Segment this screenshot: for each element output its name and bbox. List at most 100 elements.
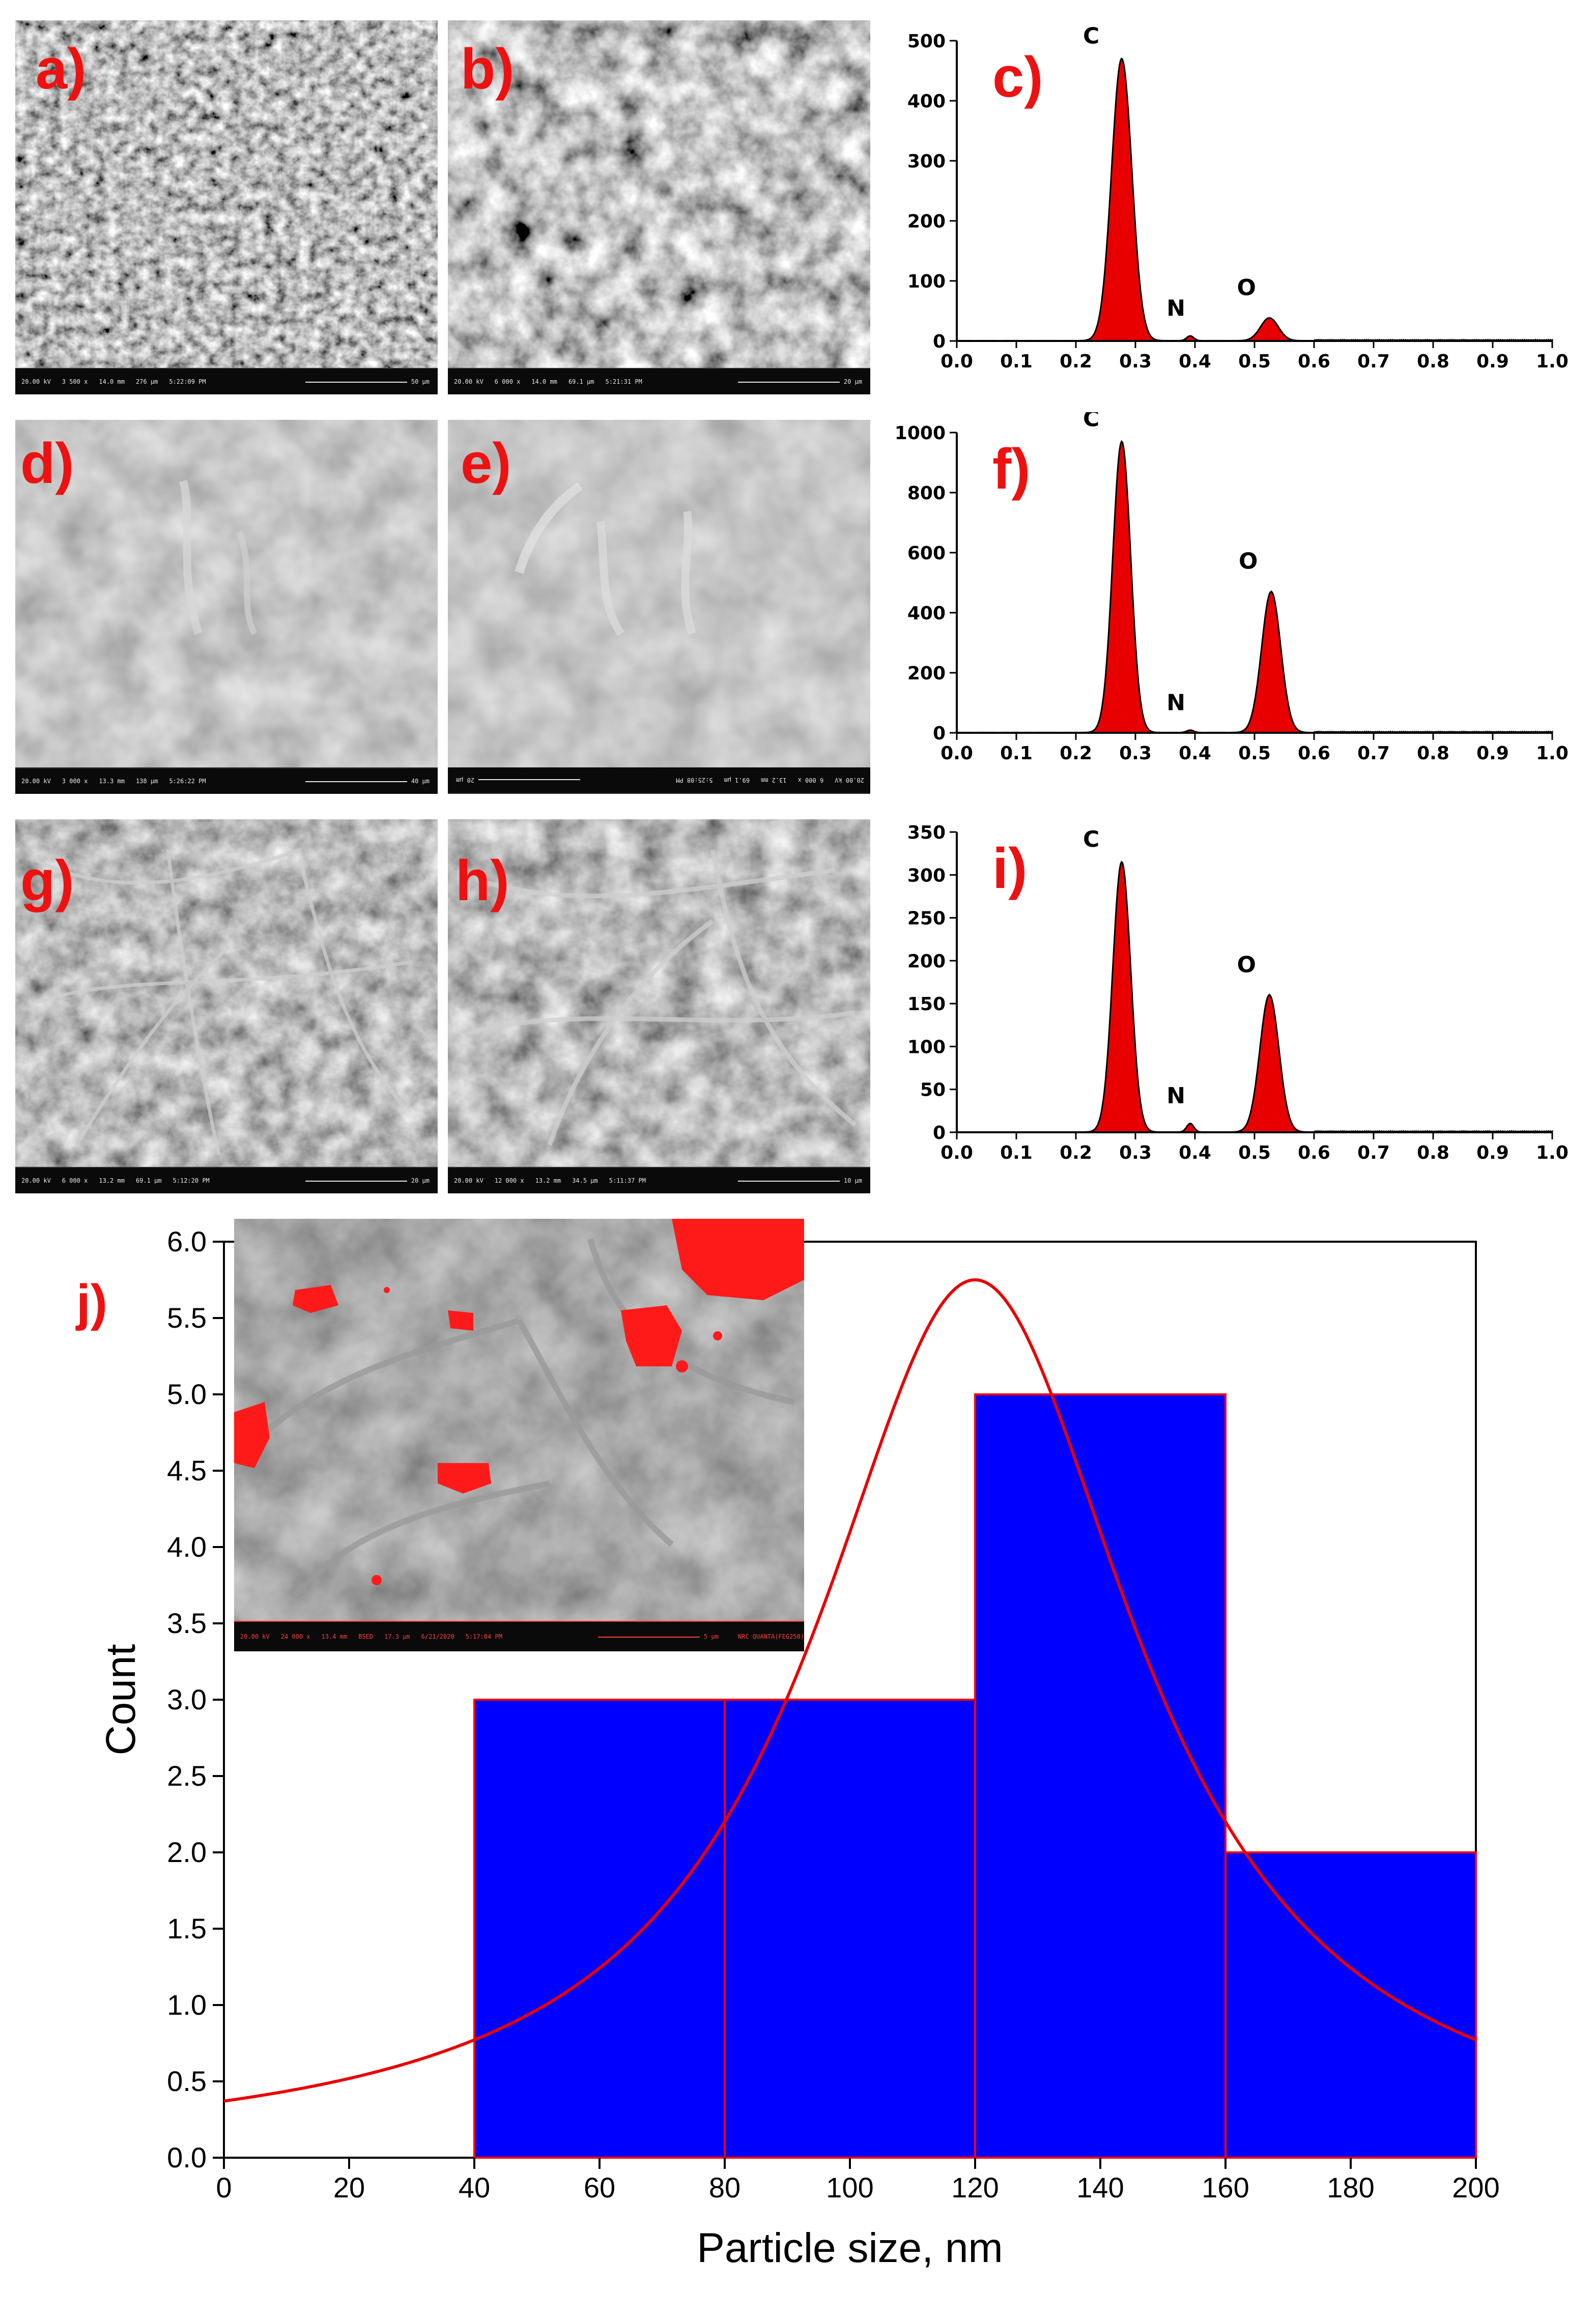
hv-value: 20.00 kV (454, 378, 483, 385)
panel-label-d: d) (20, 432, 74, 495)
eds-spectrum-f: 0.0 0.1 0.2 0.3 0.4 0.5 0.6 0.7 0.8 0.9 1.0 0 200 400… (895, 412, 1569, 764)
x-tick-label: 1.0 (1536, 1142, 1569, 1163)
sem-texture (448, 420, 870, 767)
x-tick-label: 0.9 (1476, 743, 1509, 764)
peak-label-o: O (1239, 549, 1258, 575)
y-tick-label: 500 (907, 31, 946, 52)
wd-value: 13.2 mm (99, 1177, 125, 1184)
spectrum-area (956, 440, 1553, 734)
x-tick-label: 0.3 (1119, 743, 1152, 764)
scale-bar: 5 µm (598, 1633, 719, 1640)
sem-databar: 20.00 kV 6 000 x 14.0 mm 69.1 µm 5:21:31… (448, 368, 870, 394)
panel-label-g: g) (20, 849, 74, 912)
y-tick-label: 0 (933, 331, 946, 352)
y-tick-label: 1.0 (167, 1989, 207, 2021)
hv-value: 20.00 kV (21, 1177, 51, 1184)
x-tick-label: 0.3 (1119, 351, 1152, 372)
y-tick-label: 1000 (895, 423, 946, 444)
hfw-value: 69.1 µm (568, 378, 594, 385)
y-tick-label: 350 (907, 822, 946, 843)
peak-label-o: O (1237, 952, 1256, 978)
y-tick-label: 300 (907, 865, 946, 886)
mag-value: 3 000 x (62, 778, 88, 785)
x-tick-label: 0.6 (1298, 351, 1330, 372)
panel-label-f: f) (992, 437, 1031, 501)
sem-databar: 20.00 kV 3 500 x 14.0 mm 276 µm 5:22:09 … (15, 368, 438, 394)
x-tick-label: 100 (826, 2171, 873, 2203)
hfw-value: 17.3 µm (384, 1633, 410, 1640)
y-tick-label: 800 (907, 483, 946, 504)
x-tick-label: 0.2 (1060, 351, 1092, 372)
x-tick-label: 0.6 (1298, 743, 1330, 764)
sem-image-d: 20.00 kV 3 000 x 13.3 mm 138 µm 5:26:22 … (15, 420, 438, 794)
scale-bar: 20 µm (456, 777, 581, 784)
panel-label-h: h) (455, 849, 509, 912)
x-tick-label: 0.0 (940, 351, 973, 372)
time-value: 5:26:22 PM (169, 778, 206, 785)
x-tick-label: 0.4 (1179, 1142, 1211, 1163)
peak-label-c: C (1083, 826, 1099, 852)
y-tick-label: 3.0 (167, 1683, 207, 1715)
hfw-value: 34.5 µm (572, 1177, 598, 1184)
x-tick-label: 60 (584, 2171, 615, 2203)
panel-label-j: j) (76, 1274, 108, 1331)
x-tick-label: 0.1 (1000, 743, 1033, 764)
sem-texture (15, 420, 438, 767)
sem-inset-j: 20.00 kV 24 000 x 13.4 mm BSED 17.3 µm 6… (234, 1219, 804, 1651)
x-tick-label: 0.5 (1238, 743, 1271, 764)
hfw-value: 276 µm (135, 378, 158, 385)
x-tick-label: 0 (216, 2171, 232, 2203)
mag-value: 12 000 x (494, 1177, 524, 1184)
scale-bar: 50 µm (305, 378, 430, 385)
x-tick-label: 0.8 (1417, 1142, 1449, 1163)
x-tick-label: 0.0 (940, 743, 973, 764)
mag-value: 6 000 x (797, 777, 824, 784)
x-tick-label: 0.7 (1357, 351, 1390, 372)
x-tick-label: 0.2 (1060, 1142, 1092, 1163)
date-value: 6/21/2020 (421, 1633, 454, 1640)
scale-bar: 20 µm (305, 1177, 430, 1184)
x-tick-label: 20 (333, 2171, 365, 2203)
peak-label-n: N (1166, 296, 1185, 322)
sem-databar: 20.00 kV 24 000 x 13.4 mm BSED 17.3 µm 6… (234, 1621, 804, 1651)
y-axis-label: Count (98, 1644, 144, 1755)
y-tick-label: 4.5 (167, 1454, 207, 1486)
x-tick-label: 0.7 (1357, 1142, 1390, 1163)
x-tick-label: 0.4 (1179, 743, 1211, 764)
scale-bar: 40 µm (305, 778, 430, 785)
y-tick-label: 1.5 (167, 1912, 207, 1944)
time-value: 5:11:37 PM (609, 1177, 646, 1184)
y-tick-label: 100 (907, 1037, 946, 1057)
mag-value: 3 500 x (62, 378, 88, 385)
wd-value: 13.3 mm (99, 778, 125, 785)
x-tick-label: 0.0 (940, 1142, 973, 1163)
wd-value: 13.2 mm (535, 1177, 561, 1184)
x-tick-label: 180 (1327, 2171, 1374, 2203)
x-tick-label: 0.5 (1238, 1142, 1271, 1163)
sem-databar: 20.00 kV 12 000 x 13.2 mm 34.5 µm 5:11:3… (448, 1167, 870, 1193)
eds-spectrum-i: 0.0 0.1 0.2 0.3 0.4 0.5 0.6 0.7 0.8 0.9 1.0 0 50 100 1… (907, 822, 1569, 1163)
peak-label-o: O (1237, 275, 1256, 301)
peak-label-c: C (1083, 23, 1099, 49)
scale-bar: 20 µm (737, 378, 862, 385)
y-tick-label: 5.5 (167, 1302, 207, 1334)
time-value: 5:17:04 PM (465, 1633, 502, 1640)
x-tick-label: 0.1 (1000, 351, 1033, 372)
x-tick-label: 120 (951, 2171, 999, 2203)
sem-texture (15, 20, 438, 368)
fit-curve (223, 1278, 1477, 2103)
instrument-value: NRC QUANTA(FEG250) (737, 1633, 804, 1640)
sem-databar: 20.00 kV 6 000 x 13.2 mm 69.1 µm 5:25:08… (448, 767, 870, 794)
panel-label-b: b) (461, 37, 515, 101)
y-tick-label: 0 (933, 1123, 946, 1143)
sem-image-g: 20.00 kV 6 000 x 13.2 mm 69.1 µm 5:12:20… (15, 819, 438, 1193)
y-tick-label: 300 (907, 151, 946, 172)
y-tick-label: 200 (907, 663, 946, 684)
y-tick-label: 400 (907, 603, 946, 624)
y-tick-label: 2.5 (167, 1760, 207, 1792)
hfw-value: 69.1 µm (724, 777, 750, 784)
x-tick-label: 0.9 (1476, 351, 1509, 372)
x-axis-label: Particle size, nm (697, 2225, 1003, 2271)
mag-value: 6 000 x (494, 378, 521, 385)
x-tick-label: 1.0 (1536, 743, 1569, 764)
